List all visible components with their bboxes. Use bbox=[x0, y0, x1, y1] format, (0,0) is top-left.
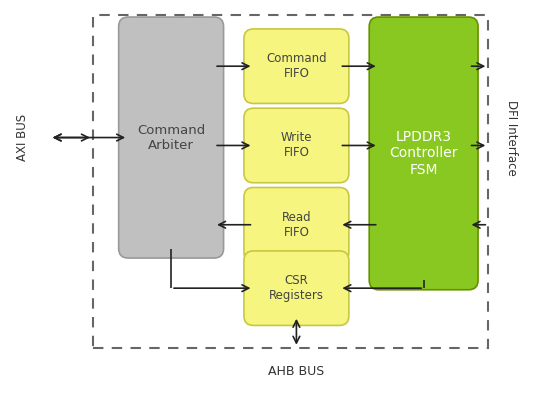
Text: Command
FIFO: Command FIFO bbox=[266, 52, 327, 80]
FancyBboxPatch shape bbox=[369, 17, 478, 290]
Text: DFI Interface: DFI Interface bbox=[505, 100, 518, 175]
FancyBboxPatch shape bbox=[244, 188, 349, 262]
Bar bbox=[93, 15, 489, 348]
Text: CSR
Registers: CSR Registers bbox=[269, 274, 324, 302]
Text: AHB BUS: AHB BUS bbox=[268, 365, 324, 378]
FancyBboxPatch shape bbox=[119, 17, 224, 258]
Text: AXI BUS: AXI BUS bbox=[16, 114, 29, 161]
Text: LPDDR3
Controller
FSM: LPDDR3 Controller FSM bbox=[390, 130, 458, 177]
Text: Write
FIFO: Write FIFO bbox=[281, 132, 312, 160]
FancyBboxPatch shape bbox=[244, 251, 349, 325]
Text: Read
FIFO: Read FIFO bbox=[281, 211, 311, 239]
FancyBboxPatch shape bbox=[244, 108, 349, 183]
FancyBboxPatch shape bbox=[244, 29, 349, 104]
Text: Command
Arbiter: Command Arbiter bbox=[137, 124, 206, 152]
